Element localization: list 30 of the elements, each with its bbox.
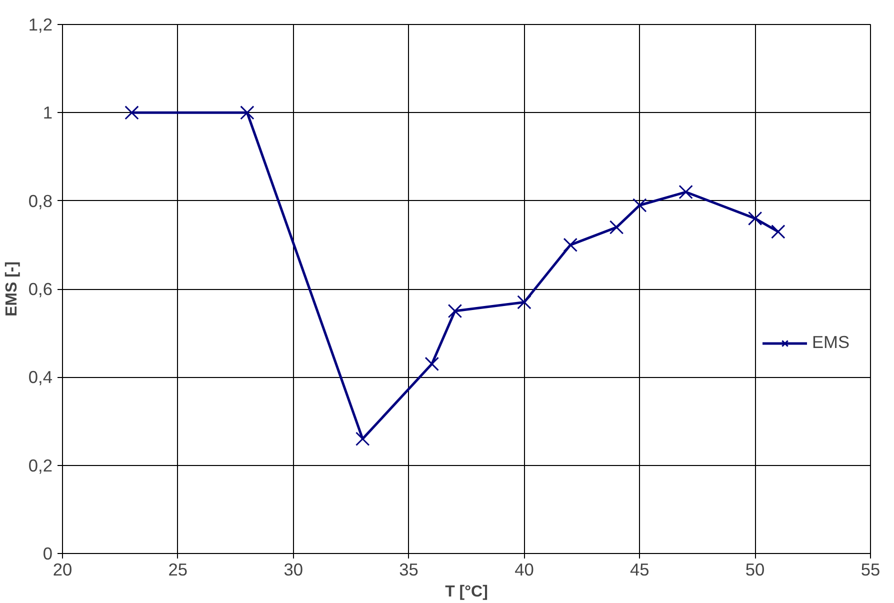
point <box>748 211 762 226</box>
x-tick-label: 50 <box>745 560 765 580</box>
point <box>448 304 462 318</box>
point <box>356 432 370 446</box>
x-tick-label: 35 <box>399 560 418 580</box>
point <box>517 295 532 310</box>
x-tick-label: 45 <box>630 560 650 580</box>
y-tick-label: 0,2 <box>28 455 53 476</box>
point <box>609 220 624 234</box>
y-axis-title: EMS [-] <box>3 261 20 317</box>
point <box>240 106 254 120</box>
x-tick-label: 25 <box>168 560 188 580</box>
point <box>632 198 647 212</box>
y-tick-label: 1,2 <box>28 14 53 34</box>
y-tick-label: 0,4 <box>28 367 53 388</box>
y-tick-label: 0,8 <box>28 190 53 211</box>
x-tick-label: 40 <box>514 560 534 580</box>
point <box>124 106 139 120</box>
x-axis-title: T [°C] <box>445 584 488 600</box>
point <box>771 224 786 239</box>
y-tick-label: 1 <box>42 102 53 123</box>
point <box>563 238 578 252</box>
point <box>424 356 439 372</box>
x-tick-label: 20 <box>52 560 72 580</box>
legend-label: EMS <box>812 332 850 353</box>
point <box>678 184 693 200</box>
y-tick-label: 0,6 <box>28 279 53 299</box>
x-tick-label: 55 <box>860 560 880 580</box>
x-tick-label: 30 <box>284 560 303 580</box>
y-tick-label: 0 <box>42 544 53 564</box>
